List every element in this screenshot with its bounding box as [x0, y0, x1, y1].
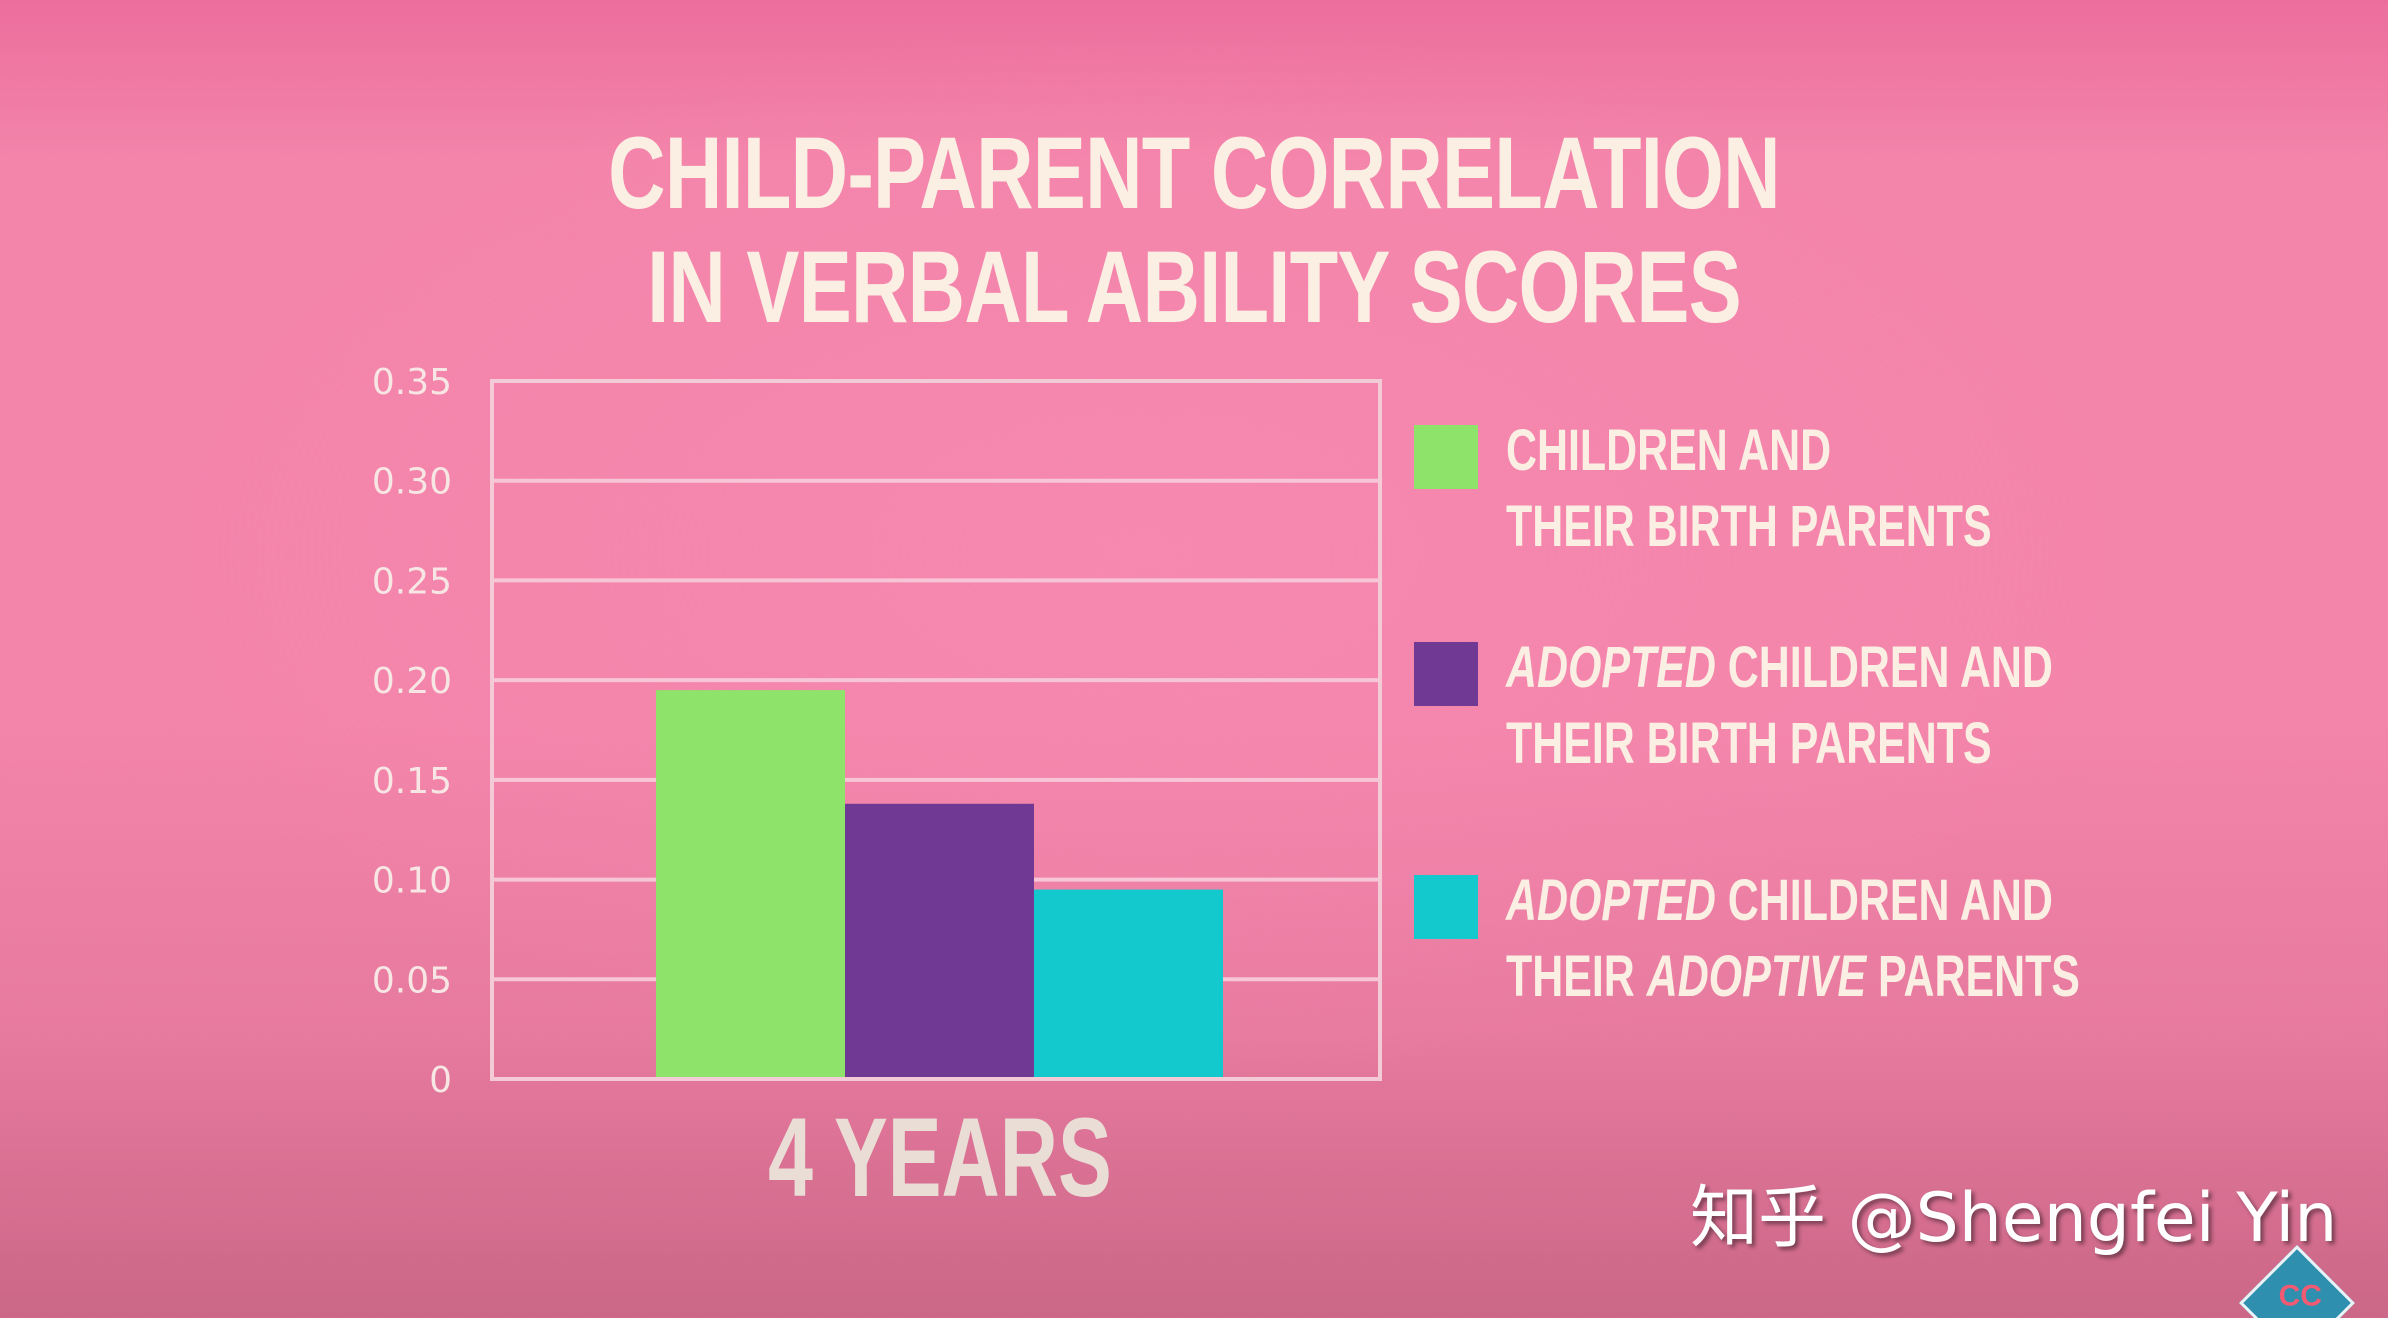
bar-series-2	[845, 803, 1034, 1079]
y-tick-label: 0.25	[372, 561, 452, 602]
y-tick-label: 0.20	[372, 661, 452, 702]
legend-line2-pre: THEIR BIRTH PARENTS	[1506, 711, 1992, 776]
y-tick-label: 0.15	[372, 761, 452, 802]
legend-line2-post: PARENTS	[1866, 944, 2080, 1009]
bars	[656, 690, 1223, 1079]
x-category-label: 4 YEARS	[768, 1095, 1112, 1220]
legend-label: ADOPTED CHILDREN AND THEIR ADOPTIVE PARE…	[1506, 863, 2080, 1015]
legend-label: ADOPTED CHILDREN AND THEIR BIRTH PARENTS	[1506, 630, 2053, 782]
legend-line1: CHILDREN AND	[1506, 418, 1832, 483]
plot-border	[490, 379, 1382, 1081]
bar-series-1	[656, 690, 845, 1079]
legend-line1: CHILDREN AND	[1715, 635, 2053, 700]
y-tick-label: 0.35	[372, 362, 452, 403]
y-tick-label: 0	[429, 1060, 452, 1101]
legend-line1: CHILDREN AND	[1715, 868, 2053, 933]
legend-label: CHILDREN AND THEIR BIRTH PARENTS	[1506, 413, 1992, 565]
chart-title-line-1: CHILD-PARENT CORRELATION	[608, 116, 1780, 230]
legend-swatch-green	[1414, 425, 1478, 489]
legend-line2-italic: ADOPTIVE	[1646, 944, 1867, 1009]
legend-line2-pre: THEIR	[1506, 944, 1647, 1009]
y-tick-labels: 0 0.05 0.10 0.15 0.20 0.25 0.30 0.35	[372, 362, 452, 1101]
y-tick-label: 0.30	[372, 462, 452, 503]
chart-title-line-2: IN VERBAL ABILITY SCORES	[647, 230, 1742, 344]
legend-line2-pre: THEIR BIRTH PARENTS	[1506, 494, 1992, 559]
legend-swatch-purple	[1414, 642, 1478, 706]
legend-swatch-cyan	[1414, 875, 1478, 939]
logo-text: CC	[2278, 1279, 2322, 1313]
y-tick-label: 0.05	[372, 960, 452, 1001]
legend-italic: ADOPTED	[1506, 635, 1716, 700]
watermark-text: 知乎 @Shengfei Yin	[1690, 1179, 2338, 1258]
legend-italic: ADOPTED	[1506, 868, 1716, 933]
y-tick-label: 0.10	[372, 861, 452, 902]
bar-series-3	[1034, 889, 1223, 1079]
